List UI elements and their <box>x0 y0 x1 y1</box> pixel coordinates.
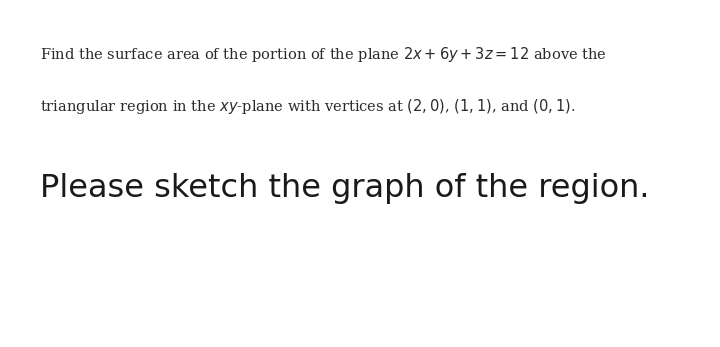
Text: triangular region in the $xy$-plane with vertices at $(2, 0)$, $(1, 1)$, and $(0: triangular region in the $xy$-plane with… <box>40 97 575 116</box>
Text: Please sketch the graph of the region.: Please sketch the graph of the region. <box>40 174 649 204</box>
Text: Find the surface area of the portion of the plane $2x + 6y + 3z = 12$ above the: Find the surface area of the portion of … <box>40 45 606 64</box>
